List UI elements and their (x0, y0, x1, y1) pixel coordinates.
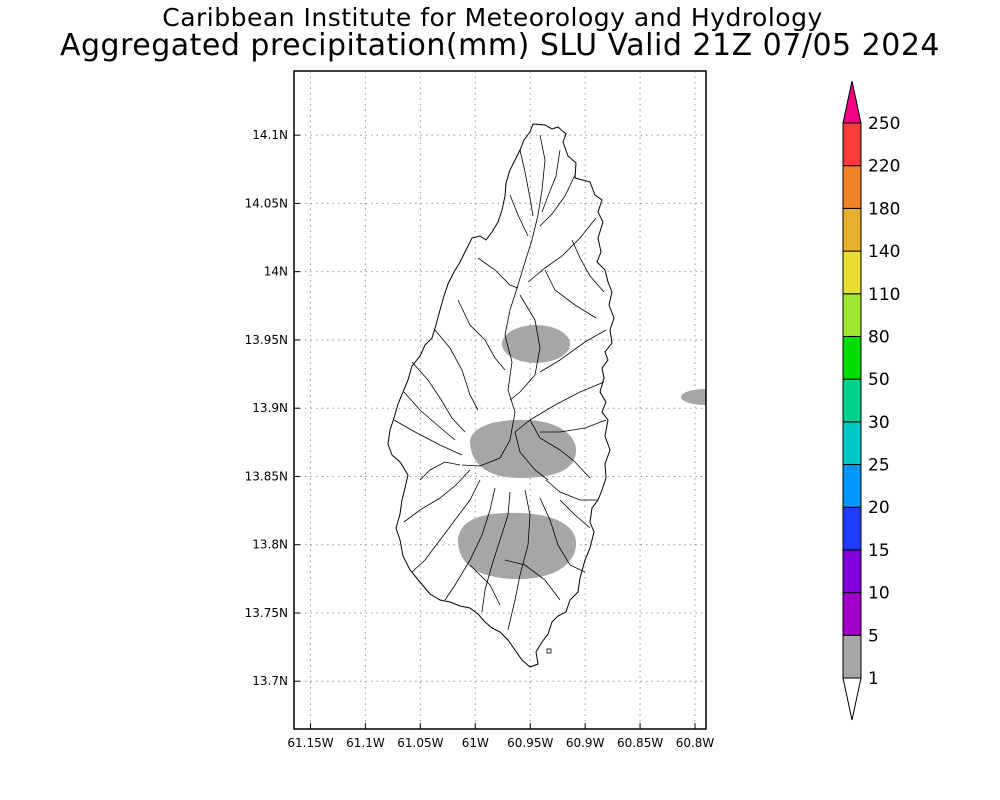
chart-subtitle: Aggregated precipitation(mm) SLU Valid 2… (59, 28, 941, 63)
island-outline (387, 123, 615, 668)
colorbar-label: 5 (868, 626, 879, 646)
colorbar-label: 220 (868, 157, 900, 177)
y-tick-label: 13.7N (252, 674, 288, 688)
colorbar-label: 25 (868, 456, 890, 476)
colorbar-label: 250 (868, 114, 900, 134)
colorbar-label: 10 (868, 584, 890, 604)
colorbar-label: 180 (868, 199, 900, 219)
x-tick-label: 60.95W (507, 736, 553, 750)
precip-layer (458, 325, 706, 580)
colorbar-label: 20 (868, 498, 890, 518)
colorbar-segment (842, 335, 862, 380)
chart-title: Caribbean Institute for Meteorology and … (162, 3, 823, 32)
colorbar-segment (842, 378, 862, 423)
colorbar-min-triangle (842, 677, 862, 721)
y-tick-label: 13.75N (245, 606, 288, 620)
y-tick-label: 13.9N (252, 401, 288, 415)
colorbar-label: 110 (868, 285, 900, 305)
colorbar-label: 30 (868, 413, 890, 433)
colorbar-segment (842, 122, 862, 167)
colorbar-max-triangle (842, 80, 862, 124)
x-axis: 61.15W 61.1W 61.05W 61W 60.95W 60.9W 60.85W 60.… (287, 723, 714, 750)
y-tick-label: 14.05N (245, 196, 288, 210)
precip-area-central (470, 419, 576, 478)
precip-area-south (458, 512, 577, 580)
colorbar-segment (842, 464, 862, 508)
y-tick-label: 13.8N (252, 538, 288, 552)
colorbar-segment (842, 506, 862, 551)
y-axis: 14.1N 14.05N 14N 13.95N 13.9N 13.85N 13.8N 13.7… (245, 128, 300, 688)
x-tick-label: 61.15W (287, 736, 333, 750)
x-tick-label: 60.85W (617, 736, 663, 750)
precip-area-north (502, 325, 570, 363)
colorbar-segment (842, 293, 862, 337)
x-tick-label: 60.8W (676, 736, 715, 750)
y-tick-label: 14.1N (252, 128, 288, 142)
colorbar-label: 50 (868, 370, 890, 390)
islet (546, 648, 552, 654)
x-tick-label: 61W (462, 736, 489, 750)
x-tick-label: 60.9W (566, 736, 605, 750)
colorbar-label: 140 (868, 242, 900, 262)
y-tick-label: 14N (264, 265, 288, 279)
colorbar-segment (842, 549, 862, 594)
x-tick-label: 61.1W (346, 736, 385, 750)
colorbar-segment (842, 165, 862, 209)
y-tick-label: 13.85N (245, 469, 288, 483)
colorbar-segment (842, 207, 862, 252)
colorbar-label: 80 (868, 327, 890, 347)
colorbar-segment (842, 592, 862, 636)
x-tick-label: 61.05W (397, 736, 443, 750)
colorbar-label: 1 (868, 669, 879, 689)
river-network (393, 134, 607, 631)
colorbar-segment (842, 250, 862, 295)
map-grid (294, 71, 706, 729)
map-frame (293, 70, 707, 730)
precip-area-offshore (681, 389, 706, 405)
colorbar-segment (842, 421, 862, 466)
y-tick-label: 13.95N (245, 333, 288, 347)
colorbar-label: 15 (868, 541, 890, 561)
colorbar-segment (842, 634, 862, 679)
